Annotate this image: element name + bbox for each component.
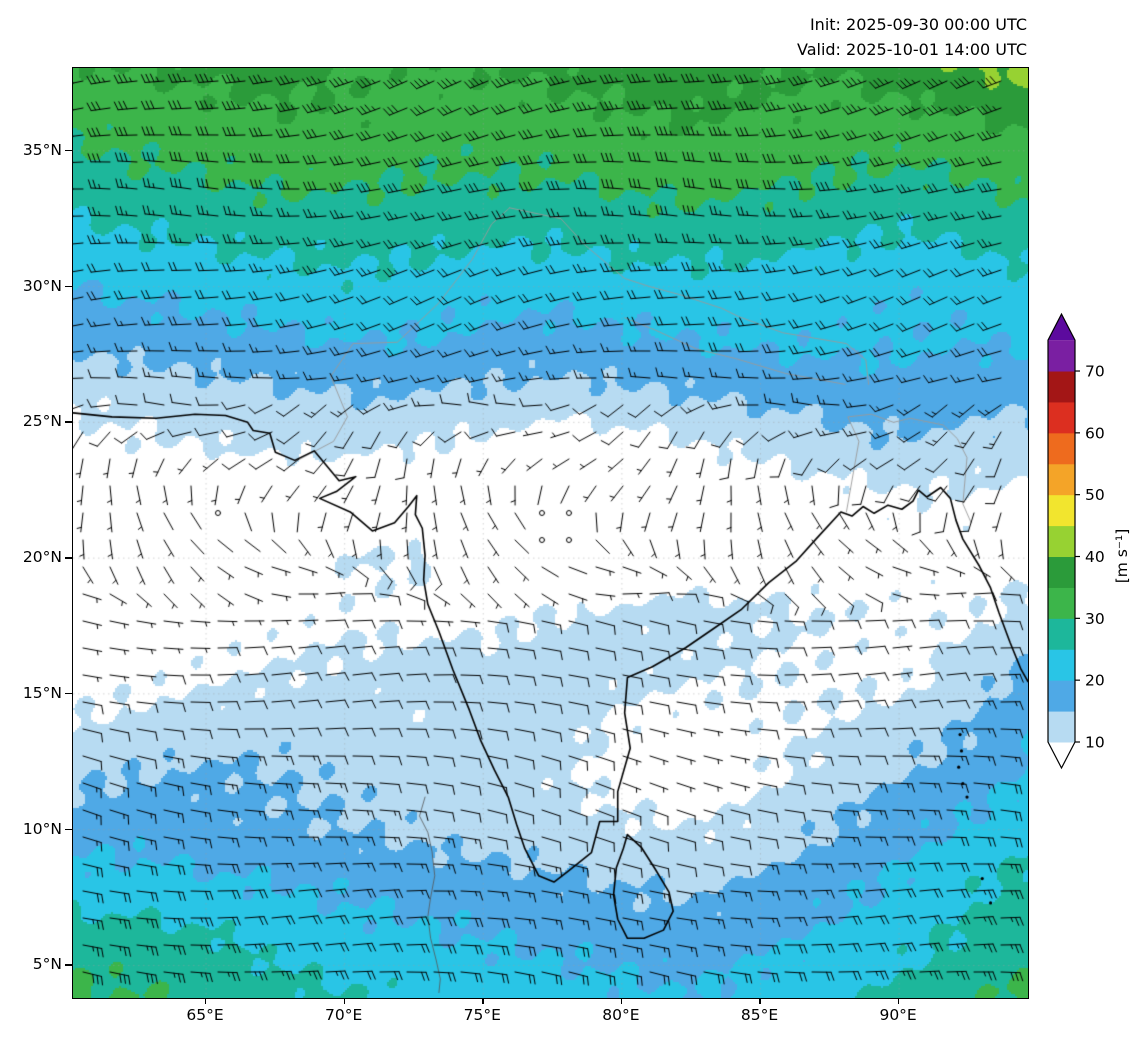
y-axis-tick [65, 149, 72, 152]
colorbar-unit-label: [m s⁻¹] [1113, 528, 1131, 584]
y-axis-tick [65, 964, 72, 966]
colorbar-segment [1048, 401, 1075, 434]
x-axis-tick-label: 65°E [186, 1006, 224, 1024]
y-axis-tick-label: 15°N [22, 683, 62, 702]
colorbar-tick-label: 40 [1085, 548, 1105, 566]
colorbar-segment [1048, 711, 1075, 743]
colorbar: 10 20 30 40 50 60 70 [1046, 300, 1146, 780]
colorbar-segment [1048, 680, 1075, 712]
x-axis-tick [898, 998, 900, 1004]
plot-times: Init: 2025-09-30 00:00 UTC Valid: 2025-1… [627, 12, 1027, 62]
colorbar-segment [1048, 340, 1075, 372]
map-plot-area [72, 67, 1029, 999]
colorbar-extend-arrow [1048, 314, 1075, 341]
colorbar-extend-arrow [1048, 742, 1075, 768]
y-axis-tick [65, 557, 72, 559]
colorbar-tick-label: 60 [1085, 424, 1105, 442]
colorbar-segment [1048, 556, 1075, 588]
y-axis-tick-label: 25°N [22, 412, 62, 431]
x-axis-tick [620, 998, 623, 1004]
y-axis-tick-label: 10°N [22, 819, 62, 838]
valid-time-label: Valid: 2025-10-01 14:00 UTC [796, 40, 1027, 59]
colorbar-tick-label: 10 [1085, 734, 1105, 752]
x-axis-tick-label: 90°E [879, 1006, 917, 1024]
colorbar-segment [1048, 463, 1075, 496]
colorbar-tick-label: 30 [1085, 610, 1105, 628]
colorbar-segment [1048, 649, 1075, 681]
y-axis-tick-label: 30°N [22, 276, 62, 295]
y-axis-tick [65, 692, 72, 695]
y-axis-tick-label: 5°N [32, 955, 62, 974]
y-axis-tick-label: 35°N [22, 140, 62, 159]
x-axis-tick [482, 998, 484, 1004]
y-axis-tick [65, 285, 72, 287]
colorbar-tick-label: 50 [1085, 486, 1105, 504]
y-axis-tick [65, 828, 72, 831]
colorbar-segment [1048, 371, 1075, 403]
colorbar-tick-label: 70 [1085, 363, 1105, 381]
x-axis-tick-label: 70°E [325, 1006, 363, 1024]
colorbar-segment [1048, 525, 1075, 558]
colorbar-segment [1048, 618, 1075, 650]
x-axis-tick [759, 998, 761, 1004]
colorbar-segment [1048, 587, 1075, 619]
init-time-label: Init: 2025-09-30 00:00 UTC [809, 15, 1027, 34]
colorbar-svg: 10 20 30 40 50 60 70 [1047, 312, 1105, 770]
x-axis-tick [205, 998, 207, 1004]
x-axis-tick-label: 80°E [602, 1006, 640, 1024]
wind-map-canvas [73, 68, 1028, 998]
colorbar-segment [1048, 494, 1075, 527]
y-axis-tick [65, 421, 72, 423]
x-axis-tick-label: 75°E [463, 1006, 501, 1024]
x-axis-tick [343, 998, 346, 1004]
y-axis-tick-label: 20°N [22, 548, 62, 567]
colorbar-tick-label: 20 [1085, 672, 1105, 690]
x-axis-tick-label: 85°E [740, 1006, 779, 1024]
colorbar-segment [1048, 432, 1075, 465]
